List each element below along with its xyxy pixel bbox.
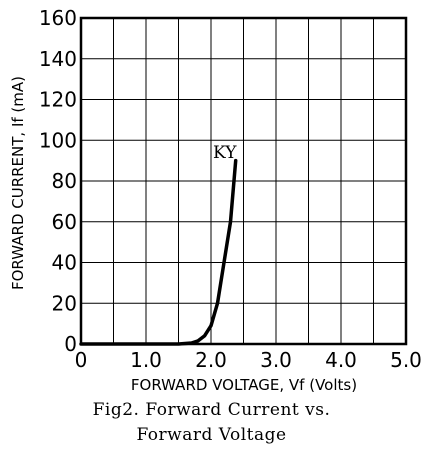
y-tick-label: 0 xyxy=(64,332,77,356)
chart: 0 1.0 2.0 3.0 4.0 5.0 0 20 40 60 80 100 120 140 160 K… xyxy=(9,6,422,394)
x-axis-label: FORWARD VOLTAGE, Vf (Volts) xyxy=(131,376,357,394)
x-tick-label: 4.0 xyxy=(325,348,357,372)
series-label-ky: KY xyxy=(213,143,237,163)
x-tick-label: 3.0 xyxy=(260,348,292,372)
grid xyxy=(81,18,406,344)
x-tick-label: 2.0 xyxy=(195,348,227,372)
y-tick-label: 80 xyxy=(52,169,77,193)
plot-frame xyxy=(79,16,408,346)
x-tick-label: 1.0 xyxy=(130,348,162,372)
figure-caption-line1: Fig2. Forward Current vs. xyxy=(92,400,331,420)
y-tick-label: 120 xyxy=(39,88,77,112)
x-tick-label: 5.0 xyxy=(390,348,422,372)
y-tick-label: 20 xyxy=(52,291,77,315)
y-axis-label: FORWARD CURRENT, If (mA) xyxy=(9,76,27,290)
x-tick-label: 0 xyxy=(75,348,88,372)
y-tick-label: 160 xyxy=(39,6,77,30)
figure-caption-line2: Forward Voltage xyxy=(136,425,287,445)
y-tick-label: 100 xyxy=(39,128,77,152)
y-tick-labels: 0 20 40 60 80 100 120 140 160 xyxy=(39,6,77,356)
x-tick-labels: 0 1.0 2.0 3.0 4.0 5.0 xyxy=(75,348,422,372)
y-tick-label: 40 xyxy=(52,251,77,275)
y-tick-label: 60 xyxy=(52,210,77,234)
series-line-ky xyxy=(79,158,238,346)
y-tick-label: 140 xyxy=(39,47,77,71)
